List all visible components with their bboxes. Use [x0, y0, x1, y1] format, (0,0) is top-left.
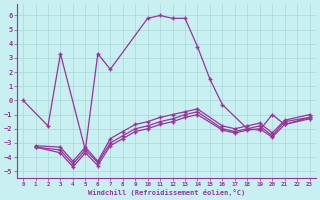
- X-axis label: Windchill (Refroidissement éolien,°C): Windchill (Refroidissement éolien,°C): [88, 189, 245, 196]
